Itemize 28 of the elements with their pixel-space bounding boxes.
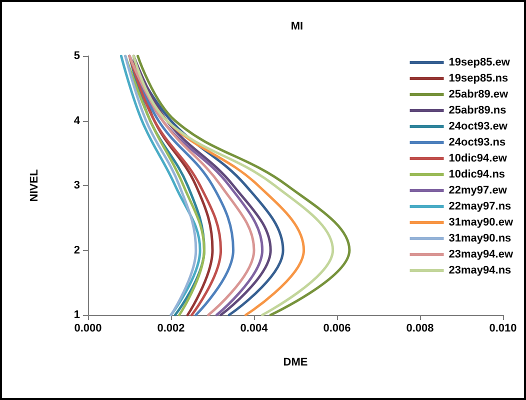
legend-label: 10dic94.ew: [448, 152, 508, 164]
legend-label: 22may97.ns: [448, 200, 512, 212]
x-tick-label: 0.002: [157, 322, 185, 334]
legend-label: 25abr89.ns: [448, 104, 506, 116]
legend-label: 23may94.ns: [448, 264, 512, 276]
legend-label: 23may94.ew: [448, 248, 514, 260]
chart-title: MI: [290, 20, 304, 32]
x-tick-label: 0.000: [74, 322, 102, 334]
x-tick-label: 0.006: [323, 322, 351, 334]
legend-label: 31may90.ns: [448, 232, 512, 244]
legend-label: 19sep85.ns: [448, 72, 508, 84]
y-tick-label: 3: [74, 180, 80, 192]
y-tick-label: 2: [74, 244, 80, 256]
x-tick-label: 0.010: [489, 322, 517, 334]
legend-label: 31may90.ew: [448, 216, 514, 228]
y-axis-title: NIVEL: [28, 169, 40, 202]
y-tick-label: 4: [74, 114, 81, 127]
legend-label: 22my97.ew: [448, 184, 508, 196]
x-axis-title: DME: [283, 356, 308, 368]
legend-label: 24oct93.ns: [448, 136, 506, 148]
legend-label: 19sep85.ew: [448, 56, 510, 68]
y-tick-label: 5: [74, 50, 80, 62]
y-tick-label: 1: [74, 309, 80, 321]
legend-label: 24oct93.ew: [448, 120, 508, 132]
x-tick-label: 0.008: [406, 322, 434, 334]
x-tick-label: 0.004: [240, 322, 269, 334]
legend-label: 10dic94.ns: [448, 168, 506, 180]
legend-label: 25abr89.ew: [448, 88, 509, 100]
